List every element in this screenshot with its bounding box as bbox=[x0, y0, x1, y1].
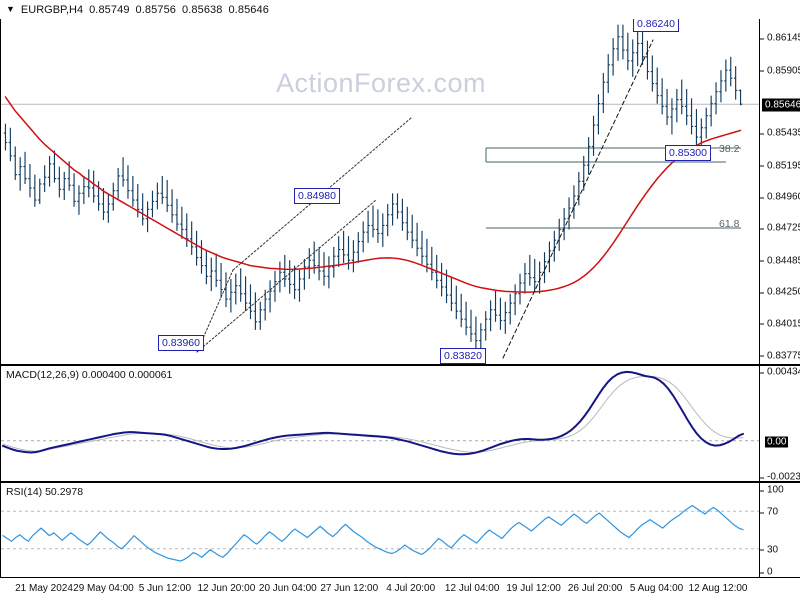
swing-low-label-1: 0.83960 bbox=[158, 335, 204, 351]
chart-header: ▼ EURGBP,H4 0.85749 0.85756 0.85638 0.85… bbox=[0, 0, 800, 19]
watermark: ActionForex.com bbox=[275, 68, 487, 98]
macd-axis-tick: 0.00 bbox=[765, 436, 789, 448]
swing-high-label-1: 0.84980 bbox=[294, 188, 340, 204]
time-axis-tick: 29 May 04:00 bbox=[73, 583, 134, 594]
time-axis-tick: 12 Jun 20:00 bbox=[197, 583, 256, 594]
time-axis-tick: 5 Jun 12:00 bbox=[138, 583, 192, 594]
time-axis-tick: 5 Aug 04:00 bbox=[629, 583, 684, 594]
price-axis: 0.86145 0.85905 0.85646 0.85435 0.85195 0.849… bbox=[760, 17, 800, 365]
price-axis-tick: 0.85435 bbox=[760, 128, 800, 139]
ohlc-high: 0.85756 bbox=[135, 3, 177, 16]
rsi-axis: 100 70 30 0 bbox=[760, 482, 800, 578]
rsi-pane[interactable]: RSI(14) 50.2978 bbox=[0, 482, 760, 578]
time-axis-tick: 27 Jun 12:00 bbox=[320, 583, 379, 594]
time-axis-tick: 20 Jun 04:00 bbox=[258, 583, 317, 594]
time-axis: 21 May 2024 29 May 04:00 5 Jun 12:00 12 Jun… bbox=[0, 579, 800, 600]
rsi-axis-tick: 0 bbox=[760, 567, 773, 578]
macd-label: MACD(12,26,9) 0.000400 0.000061 bbox=[6, 369, 173, 381]
price-axis-tick: 0.84960 bbox=[760, 192, 800, 203]
price-pane[interactable]: ActionForex.com 0.83960 0.84980 0.83820 0.8… bbox=[0, 16, 760, 365]
time-axis-tick: 26 Jul 20:00 bbox=[567, 583, 623, 594]
swing-high-label-2: 0.86240 bbox=[633, 16, 679, 32]
price-axis-tick: 0.84015 bbox=[760, 318, 800, 329]
current-price-tag: 0.85646 bbox=[762, 98, 800, 112]
time-axis-tick: 12 Aug 12:00 bbox=[688, 583, 748, 594]
macd-pane[interactable]: MACD(12,26,9) 0.000400 0.000061 bbox=[0, 365, 760, 482]
price-axis-tick: 0.86145 bbox=[760, 33, 800, 44]
price-axis-tick: 0.84250 bbox=[760, 287, 800, 298]
price-axis-tick: 0.85195 bbox=[760, 160, 800, 171]
fib-382-label: 38.2 bbox=[719, 143, 740, 155]
ohlc-close: 0.85646 bbox=[228, 3, 269, 16]
rsi-axis-tick: 30 bbox=[760, 544, 778, 555]
price-plot bbox=[1, 18, 759, 364]
triangle-down-icon[interactable]: ▼ bbox=[6, 4, 15, 14]
swing-low-label-2: 0.83820 bbox=[440, 348, 486, 364]
time-axis-tick: 4 Jul 20:00 bbox=[386, 583, 436, 594]
rsi-label: RSI(14) 50.2978 bbox=[6, 486, 84, 498]
time-axis-tick: 19 Jul 12:00 bbox=[506, 583, 561, 594]
fib-618-label: 61.8 bbox=[719, 218, 740, 230]
macd-axis-tick: -0.002336 bbox=[760, 472, 800, 483]
time-axis-tick: 21 May 2024 bbox=[15, 583, 73, 594]
macd-axis: 0.004342 0.00 -0.002336 bbox=[760, 365, 800, 483]
ohlc-open: 0.85749 bbox=[89, 3, 130, 16]
macd-plot bbox=[1, 366, 759, 481]
ohlc-low: 0.85638 bbox=[182, 3, 223, 16]
price-axis-tick: 0.85905 bbox=[760, 65, 800, 76]
time-axis-tick: 12 Jul 04:00 bbox=[444, 583, 500, 594]
price-axis-tick: 0.84485 bbox=[760, 255, 800, 266]
support-level-label: 0.85300 bbox=[665, 145, 711, 161]
price-axis-tick: 0.84725 bbox=[760, 223, 800, 234]
price-axis-tick: 0.83775 bbox=[760, 350, 800, 361]
rsi-plot bbox=[1, 483, 759, 577]
macd-axis-tick: 0.004342 bbox=[760, 367, 800, 378]
rsi-axis-tick: 70 bbox=[760, 507, 778, 518]
symbol-timeframe-label: EURGBP,H4 bbox=[20, 3, 84, 16]
rsi-axis-tick: 100 bbox=[760, 485, 784, 496]
